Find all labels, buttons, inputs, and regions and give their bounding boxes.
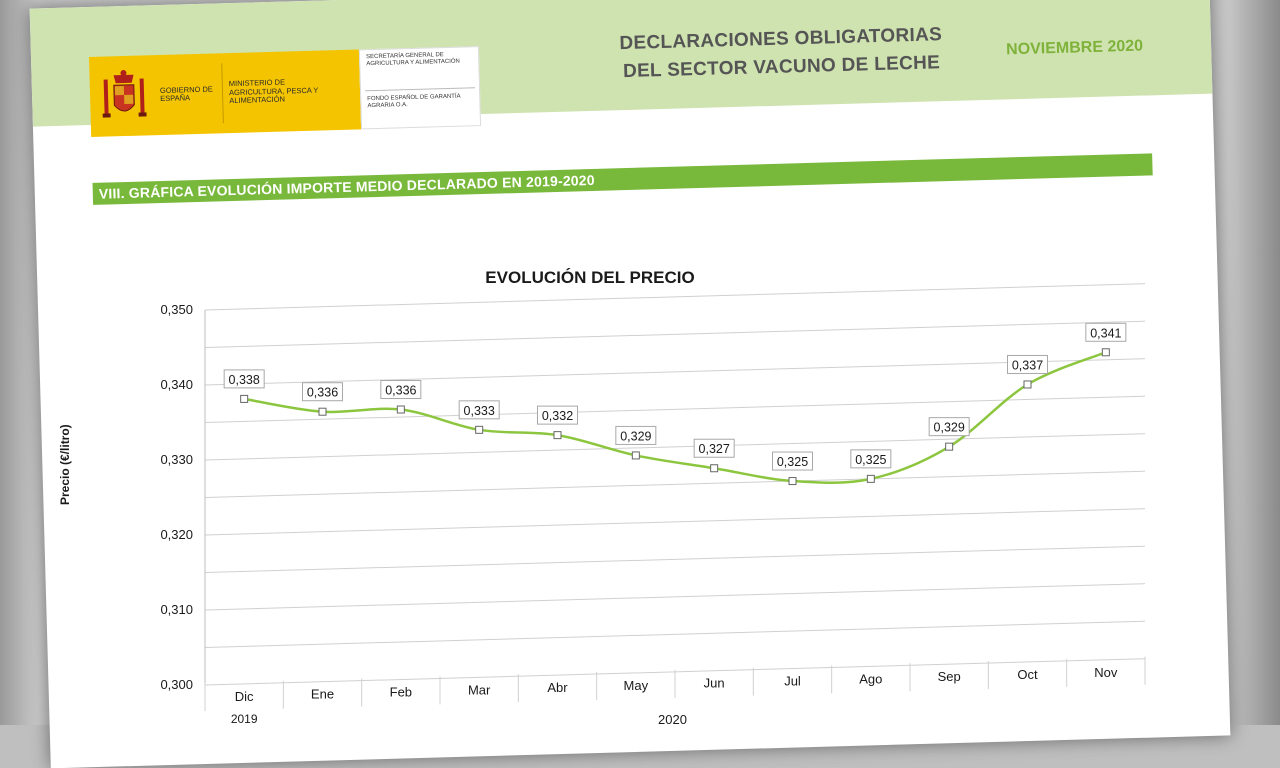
- y-tick-label: 0,340: [160, 377, 193, 392]
- data-point: [1023, 380, 1032, 389]
- data-label-box: [850, 449, 892, 469]
- data-label: 0,333: [464, 404, 495, 418]
- data-point: [710, 464, 719, 473]
- data-label-box: [380, 380, 422, 400]
- data-label: 0,329: [934, 421, 965, 435]
- y-tick-label: 0,350: [160, 302, 193, 317]
- data-label-box: [615, 425, 657, 445]
- coat-of-arms-icon: [101, 68, 147, 123]
- x-tick-label: Sep: [938, 669, 961, 684]
- data-label-box: [928, 417, 970, 437]
- data-label-box: [223, 369, 265, 389]
- data-label-box: [772, 451, 813, 471]
- y-tick-label: 0,300: [160, 677, 193, 692]
- data-label: 0,337: [1012, 358, 1043, 372]
- price-line-chart: 0,300 0,310 0,320 0,330 0,340 0,350 Dic 2019 Ene…: [160, 283, 1146, 725]
- data-point: [553, 431, 562, 440]
- data-point: [866, 474, 875, 483]
- data-label-box: [693, 438, 735, 458]
- gridline: [204, 395, 1146, 423]
- x-axis-label: 2020: [658, 712, 687, 727]
- data-label-box: [537, 405, 578, 425]
- government-logo: GOBIERNO DE ESPAÑA MINISTERIO DE AGRICUL…: [88, 46, 482, 137]
- x-tick-label: May: [624, 678, 649, 693]
- data-point: [240, 394, 249, 403]
- data-label: 0,329: [620, 429, 651, 443]
- document-page: GOBIERNO DE ESPAÑA MINISTERIO DE AGRICUL…: [29, 0, 1231, 768]
- x-tick-label: Jun: [704, 676, 725, 691]
- gridline: [204, 508, 1146, 536]
- y-tick-label: 0,310: [160, 602, 193, 617]
- gridline: [204, 433, 1146, 461]
- data-label: 0,325: [777, 455, 808, 469]
- data-label-box: [302, 382, 343, 402]
- data-label: 0,325: [855, 453, 886, 467]
- gridline: [204, 283, 1146, 311]
- y-tick-label: 0,330: [160, 452, 193, 467]
- logo-yellow-panel: GOBIERNO DE ESPAÑA MINISTERIO DE AGRICUL…: [88, 49, 362, 137]
- data-point: [475, 425, 484, 434]
- data-label-box: [1007, 354, 1048, 374]
- gridline: [204, 583, 1146, 611]
- data-point: [631, 451, 640, 460]
- data-label: 0,336: [307, 386, 338, 400]
- gridline: [204, 358, 1146, 386]
- data-label: 0,336: [385, 384, 416, 398]
- x-tick-label: Abr: [547, 680, 568, 695]
- data-point: [396, 405, 405, 414]
- data-label-box: [1085, 322, 1127, 342]
- x-tick-label: Ene: [311, 687, 334, 702]
- gridline: [204, 620, 1146, 648]
- x-tick-label: Mar: [468, 682, 491, 697]
- data-label: 0,338: [229, 373, 260, 387]
- data-point: [788, 477, 797, 486]
- gridline: [204, 470, 1146, 498]
- data-label: 0,341: [1090, 326, 1121, 340]
- data-point: [318, 407, 327, 416]
- gridline: [204, 320, 1146, 348]
- x-tick-label: Nov: [1094, 665, 1118, 680]
- x-tick-label: Ago: [859, 671, 882, 686]
- y-axis-label: Precio (€/litro): [58, 424, 72, 505]
- data-label: 0,332: [542, 409, 573, 423]
- data-point: [945, 442, 954, 451]
- chart-title: EVOLUCIÓN DEL PRECIO: [485, 268, 695, 287]
- data-label-box: [458, 400, 500, 420]
- x-tick-label: Jul: [784, 674, 801, 689]
- x-tick-label: Oct: [1017, 667, 1038, 682]
- x-tick-label: Dic: [235, 689, 254, 704]
- x-tick-sublabel: 2019: [231, 712, 258, 725]
- data-point: [1101, 348, 1110, 357]
- x-tick-label: Feb: [390, 685, 412, 700]
- data-label: 0,327: [699, 442, 730, 456]
- y-tick-label: 0,320: [160, 527, 193, 542]
- gridline: [204, 545, 1146, 573]
